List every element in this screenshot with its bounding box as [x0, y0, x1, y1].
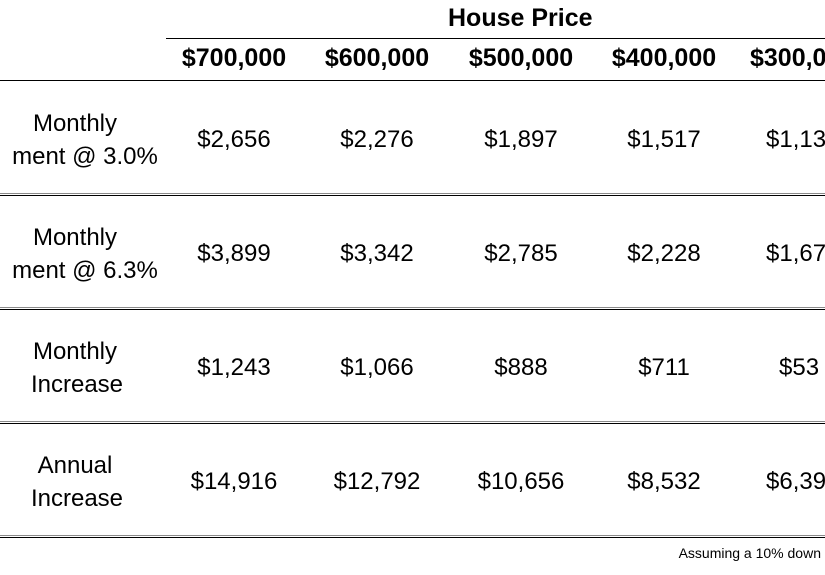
table-cell: $2,785 [484, 240, 558, 267]
row-label-annual-increase: Annual Increase [0, 449, 175, 515]
column-header-400k: $400,000 [611, 44, 717, 72]
row-divider [0, 193, 825, 196]
table-cell: $1,67 [766, 240, 825, 267]
row-label-line: Increase [30, 371, 124, 398]
row-label-monthly-increase: Monthly Increase [0, 335, 175, 401]
column-header-500k: $500,000 [468, 44, 574, 72]
table-cell: $3,342 [340, 240, 414, 267]
row-label-line: ment @ 6.3% [12, 257, 158, 284]
row-label-line: Monthly [32, 110, 118, 137]
table-cell: $53 [779, 354, 820, 381]
footnote: Assuming a 10% down [678, 545, 821, 561]
row-label-payment-3pct: Monthly ment @ 3.0% [0, 107, 175, 173]
header-rule [0, 80, 825, 81]
table-cell: $12,792 [333, 468, 421, 495]
house-price-header: House Price [448, 4, 593, 32]
table-cell: $1,517 [627, 126, 701, 153]
table-cell: $2,228 [627, 240, 701, 267]
column-header-700k: $700,000 [181, 44, 287, 72]
header-underline [166, 38, 825, 39]
row-label-line: Monthly [32, 224, 118, 251]
table-cell: $14,916 [190, 468, 278, 495]
row-label-line: Increase [30, 485, 124, 512]
row-label-payment-6-3pct: Monthly ment @ 6.3% [0, 221, 175, 287]
table-cell: $1,243 [197, 354, 271, 381]
table-cell: $2,656 [197, 126, 271, 153]
table-cell: $8,532 [627, 468, 701, 495]
table-cell: $888 [494, 354, 548, 381]
table-cell: $10,656 [477, 468, 565, 495]
table-cell: $3,899 [197, 240, 271, 267]
table-cell: $1,13 [766, 126, 825, 153]
column-header-600k: $600,000 [324, 44, 430, 72]
table-cell: $6,39 [766, 468, 825, 495]
table-cell: $1,897 [484, 126, 558, 153]
row-divider [0, 535, 825, 538]
table-cell: $2,276 [340, 126, 414, 153]
row-label-line: Monthly [32, 338, 118, 365]
column-header-300k: $300,0 [750, 44, 825, 72]
row-divider [0, 421, 825, 424]
table-cell: $1,066 [340, 354, 414, 381]
row-label-line: Annual [37, 452, 113, 479]
table-cell: $711 [638, 354, 690, 381]
row-divider [0, 307, 825, 310]
row-label-line: ment @ 3.0% [12, 143, 158, 170]
